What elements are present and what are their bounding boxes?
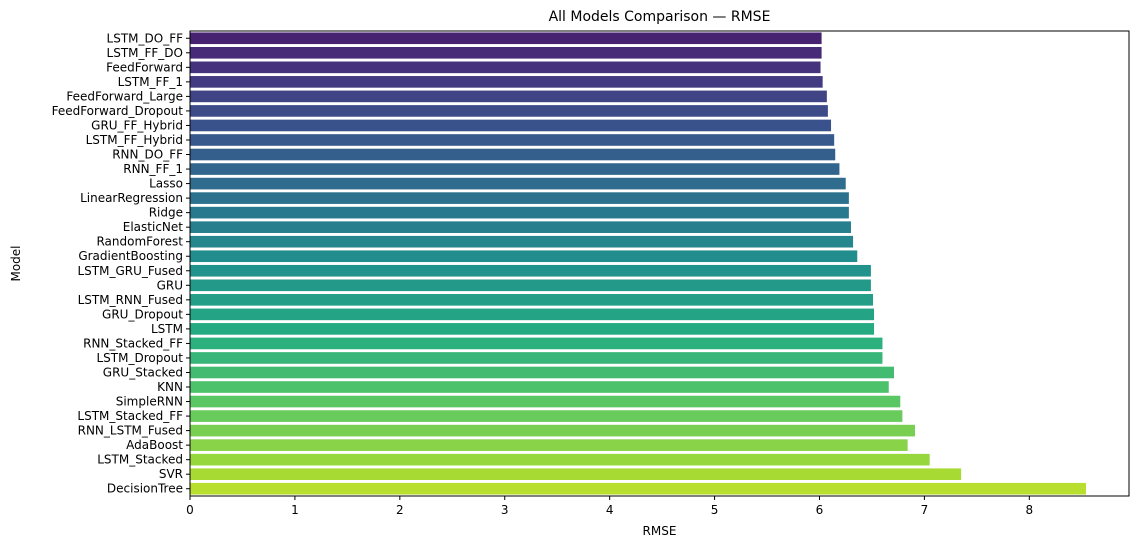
y-tick-label: LSTM_Stacked_FF <box>77 409 183 423</box>
bar-elasticnet <box>190 221 851 233</box>
y-tick-label: GradientBoosting <box>78 249 183 263</box>
bar-lstm-do-ff <box>190 32 822 45</box>
y-tick-label: DecisionTree <box>107 482 183 496</box>
bar-lstm-gru-fused <box>190 264 871 277</box>
x-tick-label: 1 <box>291 503 299 517</box>
x-tick-label: 4 <box>606 503 614 517</box>
y-tick-label: LSTM_GRU_Fused <box>77 264 183 278</box>
y-tick-label: LSTM_FF_Hybrid <box>86 133 183 147</box>
bar-knn <box>190 381 889 393</box>
bar-gradientboosting <box>190 250 858 263</box>
y-tick-label: GRU_FF_Hybrid <box>91 118 183 132</box>
bar-gru <box>190 279 871 292</box>
y-tick-label: FeedForward_Dropout <box>52 104 184 118</box>
y-tick-label: LSTM_RNN_Fused <box>78 293 183 307</box>
y-tick-label: RNN_DO_FF <box>112 148 183 162</box>
bar-rnn-stacked-ff <box>190 337 883 350</box>
bar-lstm-rnn-fused <box>190 294 874 306</box>
x-axis: 0 1 2 3 4 5 6 7 8 <box>186 496 1033 517</box>
bar-gru-dropout <box>190 308 875 321</box>
x-tick-label: 8 <box>1026 503 1034 517</box>
bar-feedforward <box>190 61 821 74</box>
bar-adaboost <box>190 439 908 451</box>
y-tick-label: FeedForward_Large <box>66 89 183 103</box>
bar-rnn-ff-1 <box>190 163 840 175</box>
bar-lstm-stacked <box>190 453 930 466</box>
y-tick-label: RNN_Stacked_FF <box>83 336 183 350</box>
y-tick-label: Lasso <box>149 177 183 191</box>
y-tick-label: GRU_Dropout <box>102 307 183 321</box>
y-tick-label: RNN_FF_1 <box>123 162 183 176</box>
y-tick-label: FeedForward <box>106 60 183 74</box>
y-axis: LSTM_DO_FFLSTM_FF_DOFeedForwardLSTM_FF_1… <box>52 31 190 496</box>
y-tick-label: RNN_LSTM_Fused <box>78 424 183 438</box>
y-tick-label: LSTM_Stacked <box>97 453 183 467</box>
bar-decisiontree <box>190 482 1086 495</box>
bar-linearregression <box>190 192 849 204</box>
bar-randomforest <box>190 235 854 248</box>
y-tick-label: LSTM_FF_1 <box>118 75 183 89</box>
y-tick-label: LSTM_DO_FF <box>107 31 184 45</box>
plot-frame <box>189 30 1130 497</box>
y-tick-label: LSTM_FF_DO <box>107 46 183 60</box>
bar-lstm-ff-1 <box>190 76 823 88</box>
x-tick-label: 2 <box>396 503 404 517</box>
x-tick-label: 6 <box>816 503 824 517</box>
bar-feedforward-dropout <box>190 105 828 117</box>
bar-lstm-ff-do <box>190 46 822 59</box>
x-tick-label: 3 <box>501 503 509 517</box>
bar-ridge <box>190 206 849 219</box>
x-axis-label: RMSE <box>643 524 677 538</box>
y-tick-label: Ridge <box>149 206 183 220</box>
y-tick-label: SimpleRNN <box>116 395 183 409</box>
bar-lstm-dropout <box>190 352 883 364</box>
y-tick-label: LSTM_Dropout <box>96 351 183 365</box>
x-tick-label: 7 <box>921 503 929 517</box>
y-tick-label: SVR <box>159 467 183 481</box>
bar-simplernn <box>190 395 901 408</box>
y-axis-label: Model <box>9 245 23 281</box>
bars-group <box>190 32 1086 495</box>
y-tick-label: KNN <box>157 380 183 394</box>
bar-rnn-lstm-fused <box>190 424 915 437</box>
bar-svr <box>190 468 962 481</box>
y-tick-label: AdaBoost <box>126 438 183 452</box>
y-tick-label: GRU_Stacked <box>103 365 183 379</box>
y-tick-label: GRU <box>157 278 183 292</box>
bar-gru-stacked <box>190 366 894 379</box>
y-tick-label: RandomForest <box>96 235 183 249</box>
bar-rnn-do-ff <box>190 148 836 161</box>
x-tick-label: 5 <box>711 503 719 517</box>
bar-gru-ff-hybrid <box>190 119 832 132</box>
y-tick-label: LinearRegression <box>80 191 183 205</box>
y-tick-label: LSTM <box>151 322 183 336</box>
y-tick-label: ElasticNet <box>123 220 184 234</box>
bar-feedforward-large <box>190 90 827 103</box>
bar-lasso <box>190 177 846 190</box>
x-tick-label: 0 <box>186 503 194 517</box>
bar-lstm <box>190 323 875 335</box>
chart-title: All Models Comparison — RMSE <box>549 9 771 25</box>
bar-lstm-stacked-ff <box>190 410 903 422</box>
bar-lstm-ff-hybrid <box>190 134 835 146</box>
